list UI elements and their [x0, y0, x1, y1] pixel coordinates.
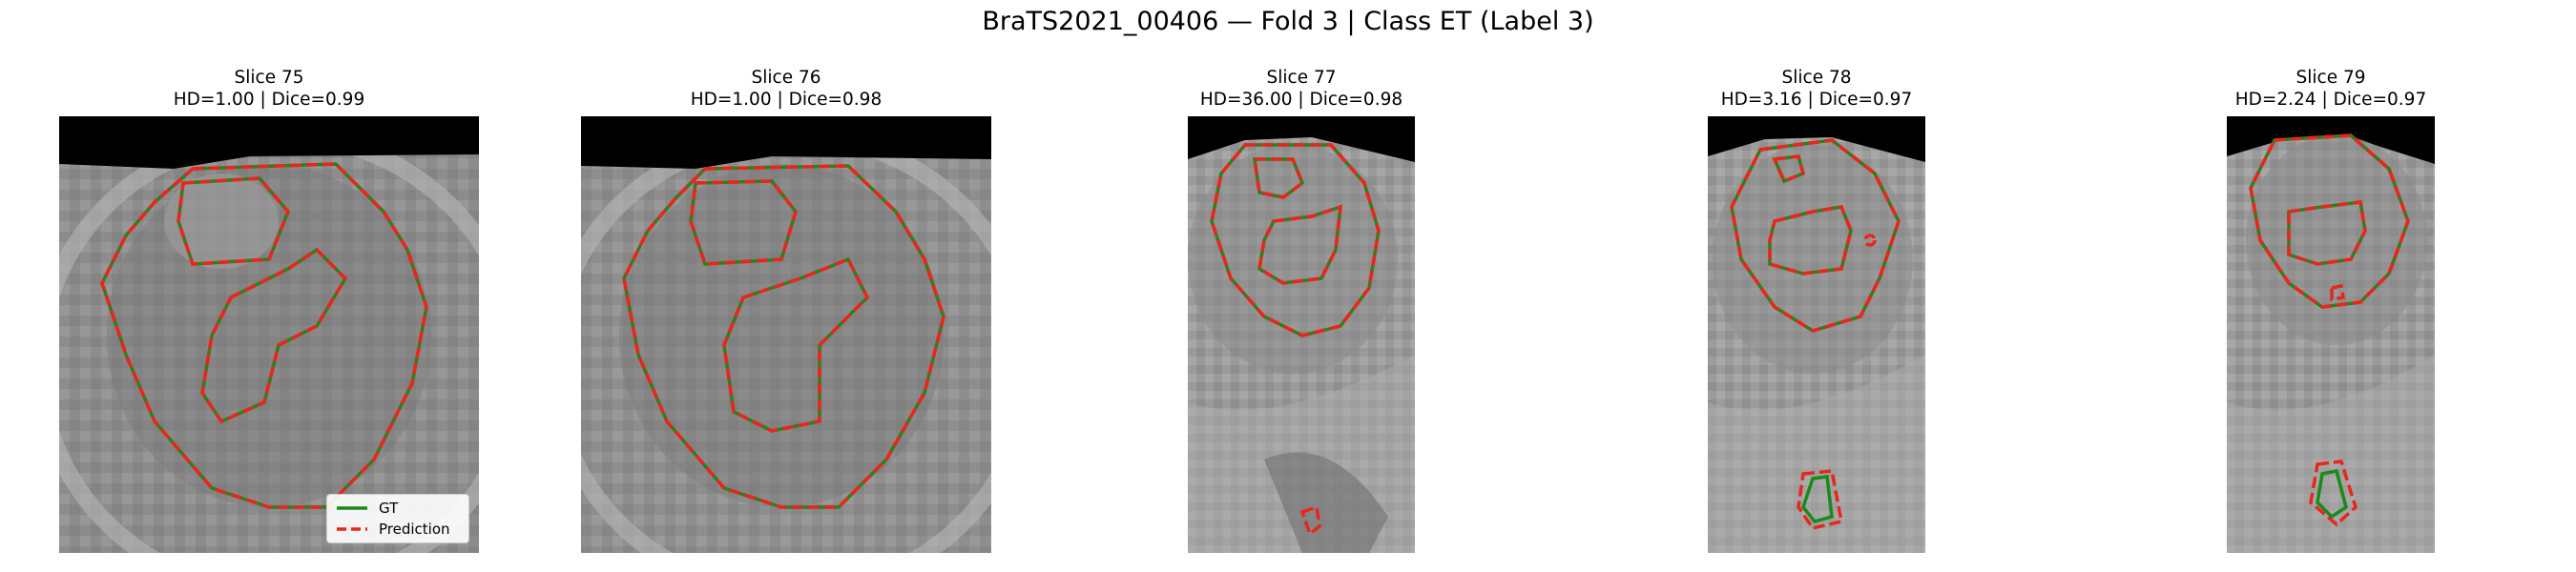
slice-label: Slice 75	[234, 68, 304, 88]
legend-gt-label: GT	[379, 500, 399, 517]
slice-label: Slice 76	[751, 68, 821, 88]
prediction-contour	[622, 164, 945, 509]
mri-slice-image	[581, 116, 991, 553]
panel-title: Slice 77 HD=36.00 | Dice=0.98	[1188, 67, 1415, 111]
mri-slice-image	[1188, 116, 1415, 553]
prediction-contour	[1730, 138, 1901, 530]
prediction-contour	[100, 162, 428, 509]
mri-slice-image	[2227, 116, 2435, 553]
mri-slice-image	[1708, 116, 1925, 553]
legend-item-prediction: Prediction	[335, 520, 450, 539]
panel-title: Slice 75 HD=1.00 | Dice=0.99	[59, 67, 479, 111]
panel-title: Slice 76 HD=1.00 | Dice=0.98	[581, 67, 991, 111]
metrics-label: HD=36.00 | Dice=0.98	[1199, 90, 1403, 110]
panel-slice-77: Slice 77 HD=36.00 | Dice=0.98	[1188, 0, 1415, 572]
metrics-label: HD=1.00 | Dice=0.99	[173, 90, 365, 110]
legend-prediction-label: Prediction	[379, 521, 450, 538]
panel-slice-79: Slice 79 HD=2.24 | Dice=0.97	[2227, 0, 2435, 572]
metrics-label: HD=3.16 | Dice=0.97	[1720, 90, 1913, 110]
mri-slice-image: GT Prediction	[59, 116, 479, 553]
panel-slice-78: Slice 78 HD=3.16 | Dice=0.97	[1708, 0, 1925, 572]
legend-item-gt: GT	[335, 499, 398, 518]
legend: GT Prediction	[326, 494, 469, 543]
slice-label: Slice 79	[2296, 68, 2366, 88]
panel-title: Slice 79 HD=2.24 | Dice=0.97	[2227, 67, 2435, 111]
metrics-label: HD=1.00 | Dice=0.98	[690, 90, 883, 110]
figure-title: BraTS2021_00406 — Fold 3 | Class ET (Lab…	[982, 7, 1594, 36]
slice-label: Slice 77	[1266, 68, 1337, 88]
prediction-contour	[1210, 143, 1381, 537]
metrics-label: HD=2.24 | Dice=0.97	[2234, 90, 2427, 110]
prediction-contour	[2249, 133, 2410, 527]
panel-slice-76: Slice 76 HD=1.00 | Dice=0.98	[581, 0, 991, 572]
panel-title: Slice 78 HD=3.16 | Dice=0.97	[1708, 67, 1925, 111]
slice-label: Slice 78	[1781, 68, 1852, 88]
panel-slice-75: Slice 75 HD=1.00 | Dice=0.99	[59, 0, 479, 572]
